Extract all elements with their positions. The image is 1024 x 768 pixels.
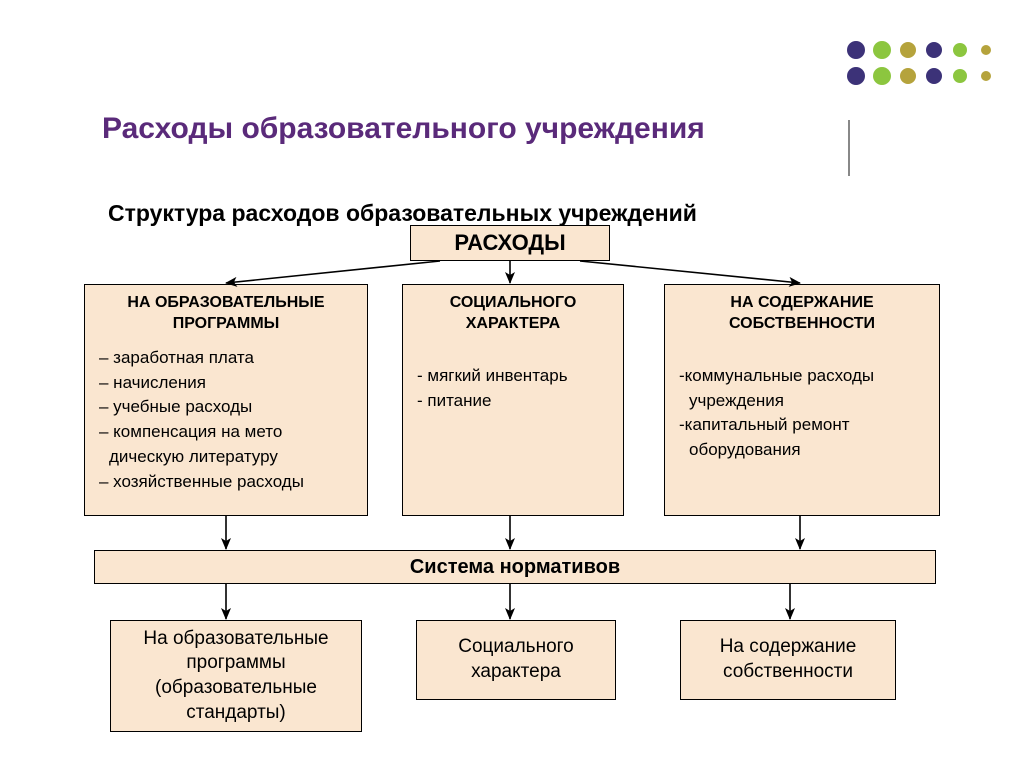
- list-item: – начисления: [99, 372, 357, 395]
- node-category-social-list: - мягкий инвентарь- питание: [403, 339, 623, 423]
- node-root: РАСХОДЫ: [410, 225, 610, 261]
- list-item: оборудования: [679, 439, 929, 462]
- node-category-education-list: – заработная плата– начисления– учебные …: [85, 339, 367, 505]
- node-norms-label: Система нормативов: [410, 556, 620, 579]
- output-line: стандарты): [186, 701, 286, 726]
- list-item: -капитальный ремонт: [679, 414, 929, 437]
- node-category-property-list: -коммунальные расходыучреждения-капиталь…: [665, 339, 939, 473]
- node-category-education-title: НА ОБРАЗОВАТЕЛЬНЫЕ ПРОГРАММЫ: [85, 285, 367, 339]
- decor-vertical-line: [848, 120, 850, 176]
- node-output-property: На содержаниесобственности: [680, 620, 896, 700]
- page-title: Расходы образовательного учреждения: [102, 112, 705, 146]
- node-category-social: СОЦИАЛЬНОГО ХАРАКТЕРА - мягкий инвентарь…: [402, 284, 624, 516]
- node-norms: Система нормативов: [94, 550, 936, 584]
- node-category-education: НА ОБРАЗОВАТЕЛЬНЫЕ ПРОГРАММЫ – заработна…: [84, 284, 368, 516]
- node-output-social: Социальногохарактера: [416, 620, 616, 700]
- output-line: программы: [186, 651, 285, 676]
- list-item: - питание: [417, 390, 613, 413]
- list-item: – учебные расходы: [99, 396, 357, 419]
- node-category-property: НА СОДЕРЖАНИЕ СОБСТВЕННОСТИ -коммунальны…: [664, 284, 940, 516]
- list-item: -коммунальные расходы: [679, 365, 929, 388]
- list-item: дическую литературу: [99, 446, 357, 469]
- list-item: – хозяйственные расходы: [99, 471, 357, 494]
- node-output-education: На образовательныепрограммы(образователь…: [110, 620, 362, 732]
- output-line: собственности: [723, 660, 853, 685]
- list-item: – компенсация на мето: [99, 421, 357, 444]
- list-item: учреждения: [679, 390, 929, 413]
- node-root-label: РАСХОДЫ: [454, 230, 565, 256]
- output-line: Социального: [458, 635, 573, 660]
- decor-dots: [844, 38, 1000, 116]
- output-line: На образовательные: [143, 627, 328, 652]
- slide: Расходы образовательного учреждения Стру…: [0, 0, 1024, 768]
- output-line: (образовательные: [155, 676, 317, 701]
- list-item: - мягкий инвентарь: [417, 365, 613, 388]
- subtitle: Структура расходов образовательных учреж…: [108, 200, 697, 227]
- node-category-social-title: СОЦИАЛЬНОГО ХАРАКТЕРА: [403, 285, 623, 339]
- node-category-property-title: НА СОДЕРЖАНИЕ СОБСТВЕННОСТИ: [665, 285, 939, 339]
- output-line: На содержание: [720, 635, 857, 660]
- output-line: характера: [471, 660, 561, 685]
- list-item: – заработная плата: [99, 347, 357, 370]
